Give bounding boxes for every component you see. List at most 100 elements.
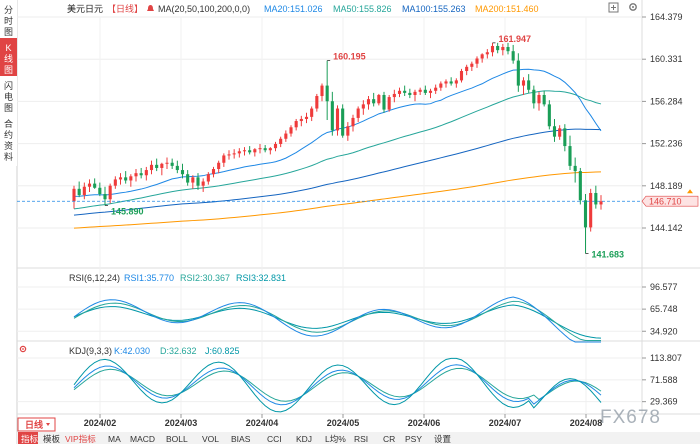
gear-icon[interactable] bbox=[19, 345, 27, 353]
candle-body bbox=[506, 47, 510, 52]
toolbar-tab-label[interactable]: PSY bbox=[405, 434, 422, 444]
tab-contract-info[interactable] bbox=[0, 114, 17, 166]
candle-body bbox=[175, 165, 179, 171]
toolbar-tab[interactable] bbox=[199, 432, 226, 444]
toolbar-tab-label[interactable]: VIP指标 bbox=[65, 434, 96, 444]
toolbar-tab-label[interactable]: KDJ bbox=[296, 434, 312, 444]
y-tick-label: 164.379 bbox=[650, 12, 683, 22]
toolbar-tab[interactable] bbox=[293, 432, 320, 444]
tab-kline[interactable] bbox=[0, 38, 17, 76]
period-button-label: 日线 bbox=[25, 419, 43, 430]
candle-body bbox=[589, 192, 593, 228]
period-button[interactable]: 日线 bbox=[17, 417, 56, 432]
x-tick-label: 2024/08 bbox=[570, 418, 603, 428]
toolbar-tab-label[interactable]: BOLL bbox=[166, 434, 188, 444]
sidebar-tab-char: 时 bbox=[4, 15, 13, 26]
candle-body bbox=[87, 183, 92, 187]
candle-body bbox=[532, 89, 536, 104]
tab-flash[interactable] bbox=[0, 76, 17, 114]
candle-body bbox=[299, 118, 303, 122]
rsi-lines bbox=[73, 296, 602, 343]
osc-y-tick: 29.369 bbox=[650, 397, 678, 407]
candle-body bbox=[547, 104, 551, 127]
candle-body bbox=[237, 151, 241, 154]
candle-body bbox=[459, 70, 464, 81]
candle-body bbox=[124, 177, 128, 181]
j-line bbox=[73, 357, 602, 413]
ma100-line bbox=[73, 128, 602, 216]
candle-body bbox=[403, 90, 407, 93]
sidebar-tab-char: 线 bbox=[4, 53, 13, 64]
toolbar-tab[interactable] bbox=[127, 432, 161, 444]
toolbar-tab-label[interactable]: VOL bbox=[202, 434, 219, 444]
candle-body bbox=[568, 146, 572, 166]
sidebar-tab-char: 图 bbox=[4, 65, 13, 75]
candle-body bbox=[397, 90, 402, 94]
osc-y-tick: 113.807 bbox=[650, 353, 682, 363]
rsi1-line bbox=[73, 296, 601, 343]
toolbar-tab-label[interactable]: MA bbox=[108, 434, 121, 444]
candle-body bbox=[191, 177, 195, 183]
candle-body bbox=[325, 85, 329, 102]
candle-body bbox=[279, 138, 283, 144]
candle-body bbox=[356, 108, 360, 118]
bell-icon[interactable] bbox=[147, 5, 154, 11]
current-price-line: 146.710 bbox=[17, 189, 699, 207]
ma20-readout: MA20:151.026 bbox=[264, 4, 323, 14]
sidebar-tab-char: 图 bbox=[4, 27, 13, 37]
rsi3-line bbox=[73, 304, 602, 339]
settings-icon[interactable] bbox=[629, 3, 637, 11]
candle-body bbox=[480, 54, 484, 59]
toolbar-tab[interactable] bbox=[18, 432, 38, 444]
j-readout: J:60.825 bbox=[205, 346, 240, 356]
moving-average-lines bbox=[73, 68, 602, 229]
toolbar-tab[interactable] bbox=[402, 432, 429, 444]
toolbar-tab-label[interactable]: RSI bbox=[354, 434, 368, 444]
period-label: 【日线】 bbox=[107, 3, 143, 14]
candle-body bbox=[113, 179, 117, 186]
candle-body bbox=[418, 89, 422, 92]
toolbar-tab[interactable] bbox=[322, 432, 349, 444]
toolbar-tab-label[interactable]: CR bbox=[383, 434, 395, 444]
candle-body bbox=[511, 51, 515, 61]
toolbar-tab[interactable] bbox=[105, 432, 125, 444]
candle-body bbox=[165, 162, 169, 164]
candle-body bbox=[160, 163, 164, 168]
toolbar-tab-label[interactable]: 设置 bbox=[434, 434, 452, 444]
toolbar-tab[interactable] bbox=[431, 432, 451, 444]
k-readout: K:42.030 bbox=[114, 346, 150, 356]
toolbar-tab[interactable] bbox=[40, 432, 60, 444]
toolbar-tab[interactable] bbox=[351, 432, 378, 444]
y-tick-label: 160.331 bbox=[650, 54, 683, 64]
candle-body bbox=[434, 87, 438, 91]
toolbar-tab-label[interactable]: 指标 bbox=[21, 434, 39, 444]
watermark: FX678 bbox=[600, 407, 661, 428]
toolbar-tab[interactable] bbox=[163, 432, 197, 444]
toolbar-tab[interactable] bbox=[62, 432, 103, 444]
candle-body bbox=[155, 164, 159, 168]
candle-body bbox=[496, 45, 500, 51]
toolbar-tab[interactable] bbox=[264, 432, 291, 444]
candle-body bbox=[573, 165, 577, 172]
toolbar-tab-label[interactable]: CCI bbox=[267, 434, 282, 444]
toolbar-tab[interactable] bbox=[228, 432, 262, 444]
candle-body bbox=[449, 81, 453, 84]
toolbar-tab-label[interactable]: BIAS bbox=[231, 434, 251, 444]
main-chart-header: 美元日元 【日线】 MA(20,50,100,200,0,0) MA20:151… bbox=[67, 2, 637, 14]
candlesticks bbox=[72, 42, 603, 254]
expand-icon[interactable] bbox=[608, 2, 619, 13]
toolbar-tab-label[interactable]: 模板 bbox=[43, 434, 61, 444]
price-annotations: 160.195 161.947 145.890 141.683 bbox=[105, 34, 624, 259]
toolbar-tab[interactable] bbox=[380, 432, 400, 444]
toolbar-tab-label[interactable]: MACD bbox=[130, 434, 155, 444]
candle-body bbox=[149, 164, 154, 171]
candle-body bbox=[583, 200, 588, 228]
tab-intraday[interactable] bbox=[0, 0, 17, 38]
candle-body bbox=[82, 186, 86, 196]
sidebar-tab-char: 资 bbox=[4, 141, 13, 151]
toolbar-tab-label[interactable]: L均% bbox=[325, 434, 346, 444]
y-tick-label: 144.142 bbox=[650, 223, 683, 233]
candle-body bbox=[294, 121, 298, 128]
candle-body bbox=[103, 194, 107, 200]
